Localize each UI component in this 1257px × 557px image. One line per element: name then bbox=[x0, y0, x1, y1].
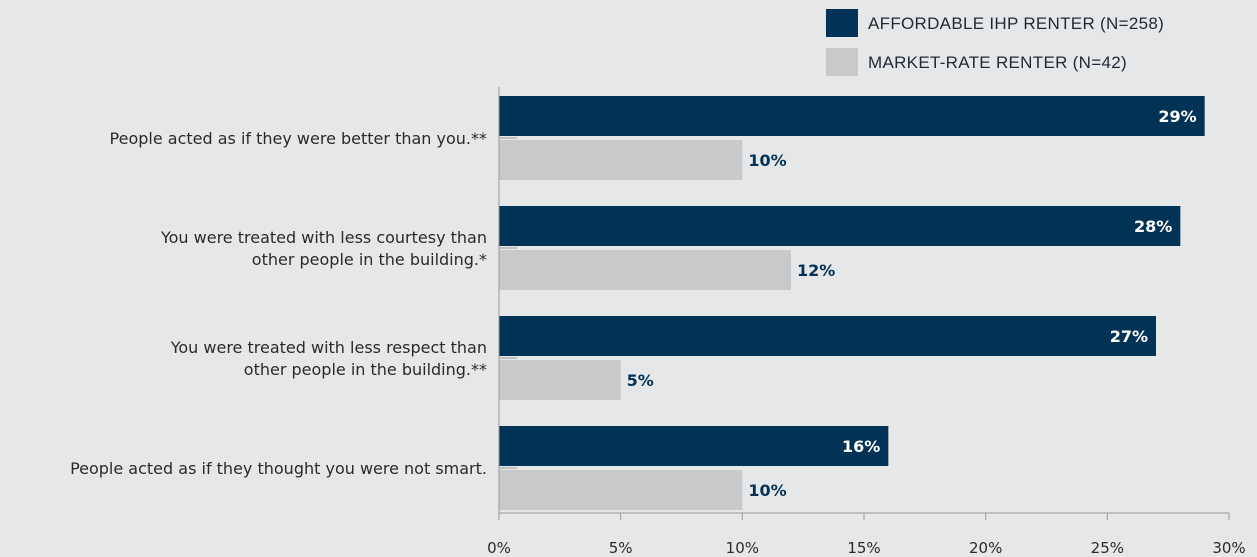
x-axis: 0% 5% 10% 15% 20% 25% 30% bbox=[487, 87, 1246, 557]
x-tick-label: 30% bbox=[1212, 539, 1245, 557]
legend-label-2: MARKET-RATE RENTER (N=42) bbox=[868, 53, 1127, 72]
value-label-s2-c2: 12% bbox=[797, 261, 835, 280]
bar-s2-c2 bbox=[499, 250, 791, 290]
value-label-s2-c3: 5% bbox=[627, 371, 654, 390]
value-label-s1-c4: 16% bbox=[842, 437, 880, 456]
value-label-s2-c1: 10% bbox=[748, 151, 786, 170]
legend-swatch-1 bbox=[826, 9, 858, 37]
category-label-4-line-1: People acted as if they thought you were… bbox=[70, 459, 487, 478]
x-tick-label: 0% bbox=[487, 539, 511, 557]
x-tick-label: 25% bbox=[1091, 539, 1124, 557]
legend: AFFORDABLE IHP RENTER (N=258) MARKET-RATE… bbox=[826, 9, 1164, 76]
value-label-s1-c3: 27% bbox=[1110, 327, 1148, 346]
x-tick-label: 20% bbox=[969, 539, 1002, 557]
bar-s2-c4 bbox=[499, 470, 743, 510]
value-label-s1-c1: 29% bbox=[1158, 107, 1196, 126]
category-label-2-line-1: You were treated with less courtesy than bbox=[160, 228, 487, 247]
category-label-3-line-2: other people in the building.** bbox=[244, 360, 487, 379]
legend-swatch-2 bbox=[826, 48, 858, 76]
bar-s1-c2 bbox=[499, 206, 1181, 246]
x-tick-label: 15% bbox=[847, 539, 880, 557]
bar-s2-c3 bbox=[499, 360, 621, 400]
value-label-s1-c2: 28% bbox=[1134, 217, 1172, 236]
bar-s2-c1 bbox=[499, 140, 743, 180]
legend-label-1: AFFORDABLE IHP RENTER (N=258) bbox=[868, 14, 1164, 33]
bar-s1-c4 bbox=[499, 426, 889, 466]
category-labels: People acted as if they were better than… bbox=[70, 129, 487, 478]
category-label-3-line-1: You were treated with less respect than bbox=[170, 338, 487, 357]
plot-area: 29% 10% 28% 12% 27% 5% 16% 10% bbox=[499, 96, 1205, 510]
x-tick-label: 10% bbox=[726, 539, 759, 557]
x-tick-label: 5% bbox=[609, 539, 633, 557]
value-label-s2-c4: 10% bbox=[748, 481, 786, 500]
category-label-2-line-2: other people in the building.* bbox=[252, 250, 487, 269]
category-label-1-line-1: People acted as if they were better than… bbox=[110, 129, 487, 148]
bar-s1-c3 bbox=[499, 316, 1156, 356]
bar-s1-c1 bbox=[499, 96, 1205, 136]
